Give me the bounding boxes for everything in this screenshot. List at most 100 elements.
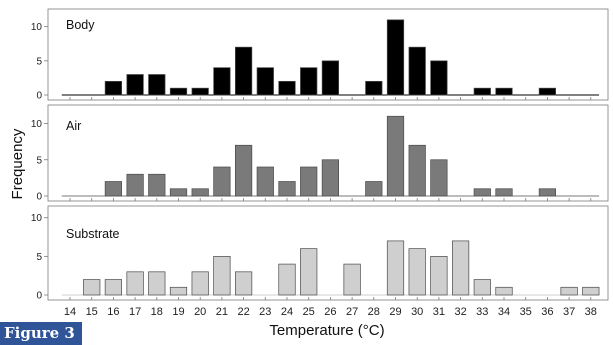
- x-tick-label: 21: [216, 306, 228, 318]
- x-axis-label: Temperature (°C): [269, 322, 384, 339]
- x-tick-label: 24: [281, 306, 293, 318]
- bar-body-31: [430, 60, 448, 96]
- bar-substrate-16: [104, 279, 123, 296]
- x-tick-label: 28: [368, 306, 380, 318]
- bar-air-20: [191, 188, 209, 197]
- bar-air-30: [408, 144, 426, 197]
- panel-substrate: 0 5 10 Substrate: [31, 205, 609, 302]
- x-tick-label: 20: [194, 306, 206, 318]
- bar-substrate-29: [386, 240, 405, 296]
- bar-body-18: [148, 74, 166, 96]
- bar-air-16: [104, 181, 123, 197]
- x-tick-label: 37: [563, 306, 575, 318]
- x-tick-label: 25: [303, 306, 315, 318]
- bar-body-23: [256, 67, 274, 96]
- bar-body-22: [235, 46, 253, 96]
- panel-title-air: Air: [66, 119, 81, 133]
- bar-air-31: [430, 159, 448, 197]
- x-tick-label: 18: [151, 306, 163, 318]
- bar-air-29: [386, 115, 405, 197]
- panels-layer: 0 5 10 Body 0 5 10 Air 0 5 10 Substrate 14 15 16 17 18 19…: [31, 8, 609, 318]
- bar-air-22: [235, 144, 253, 197]
- bar-body-24: [278, 80, 296, 96]
- x-tick-label: 26: [324, 306, 336, 318]
- x-tick-label: 15: [86, 306, 98, 318]
- bar-substrate-24: [278, 263, 296, 296]
- x-tick-label: 30: [411, 306, 423, 318]
- figure-label-badge: Figure 3: [0, 322, 82, 345]
- panel-frame: [47, 104, 609, 202]
- x-tick-label: 38: [585, 306, 597, 318]
- x-tick-label: 17: [129, 306, 141, 318]
- panel-frame: [47, 205, 609, 301]
- bar-body-16: [104, 80, 123, 96]
- bar-substrate-30: [408, 248, 426, 296]
- bar-air-21: [213, 166, 231, 197]
- bar-air-26: [321, 159, 339, 197]
- bar-body-20: [191, 87, 209, 96]
- panel-body: 0 5 10 Body: [31, 8, 609, 102]
- bar-air-24: [278, 181, 296, 197]
- y-tick-label: 5: [36, 155, 42, 166]
- x-tick-label: 19: [172, 306, 184, 318]
- bar-air-33: [473, 188, 491, 197]
- x-tick-label: 27: [346, 306, 358, 318]
- y-tick-label: 0: [36, 91, 42, 102]
- bar-substrate-27: [343, 263, 361, 296]
- x-tick-label: 35: [520, 306, 532, 318]
- bar-substrate-37: [560, 286, 578, 296]
- x-tick-label: 29: [389, 306, 401, 318]
- x-tick-label: 33: [476, 306, 488, 318]
- bar-substrate-25: [300, 248, 318, 296]
- bar-air-23: [256, 166, 274, 197]
- bar-body-25: [300, 67, 318, 96]
- x-tick-label: 34: [498, 306, 510, 318]
- bar-substrate-22: [235, 271, 253, 296]
- bar-body-17: [126, 74, 144, 96]
- bar-substrate-21: [213, 256, 231, 296]
- x-tick-label: 16: [107, 306, 119, 318]
- bar-substrate-33: [473, 279, 491, 296]
- panel-air: 0 5 10 Air: [31, 104, 609, 203]
- bar-substrate-17: [126, 271, 144, 296]
- y-tick-label: 10: [31, 213, 43, 224]
- bar-air-28: [365, 181, 383, 197]
- bar-substrate-31: [430, 256, 448, 296]
- x-tick-label: 36: [541, 306, 553, 318]
- y-tick-label: 10: [31, 22, 43, 33]
- bar-air-34: [495, 188, 513, 197]
- x-tick-label: 22: [237, 306, 249, 318]
- bar-body-34: [495, 87, 513, 96]
- bar-substrate-38: [582, 286, 600, 296]
- bar-air-18: [148, 173, 166, 197]
- bar-body-28: [365, 80, 383, 96]
- bar-body-36: [538, 87, 557, 96]
- y-tick-label: 5: [36, 252, 42, 263]
- y-tick-label: 10: [31, 119, 43, 130]
- bar-body-29: [386, 19, 405, 96]
- panel-title-substrate: Substrate: [66, 227, 120, 241]
- y-tick-label: 0: [36, 192, 42, 203]
- bar-air-17: [126, 173, 144, 197]
- y-axis-label: Frequency: [9, 128, 26, 199]
- bar-air-36: [538, 188, 557, 197]
- x-tick-label: 31: [433, 306, 445, 318]
- bar-air-25: [300, 166, 318, 197]
- y-tick-label: 5: [36, 56, 42, 67]
- x-tick-label: 32: [454, 306, 466, 318]
- bar-body-19: [169, 87, 188, 96]
- bar-substrate-19: [169, 286, 188, 296]
- bar-body-30: [408, 46, 426, 96]
- panel-frame: [47, 8, 609, 101]
- bar-substrate-34: [495, 286, 513, 296]
- x-tick-label: 14: [64, 306, 76, 318]
- bar-body-33: [473, 87, 491, 96]
- x-tick-label: 23: [259, 306, 271, 318]
- bar-substrate-15: [83, 279, 101, 296]
- bar-substrate-32: [452, 240, 470, 296]
- panel-title-body: Body: [66, 18, 95, 32]
- bar-substrate-18: [148, 271, 166, 296]
- bar-body-26: [321, 60, 339, 96]
- bar-body-21: [213, 67, 231, 96]
